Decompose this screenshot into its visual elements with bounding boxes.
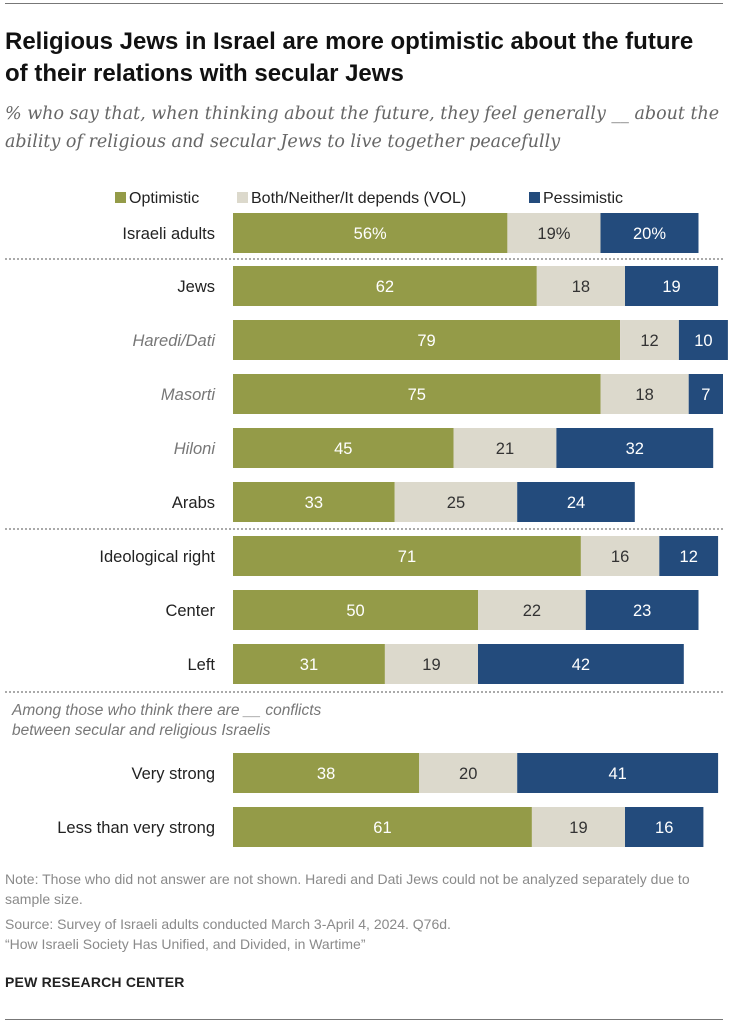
- legend-optimistic-swatch: [115, 192, 126, 203]
- bar-segment-optimistic: [233, 213, 508, 253]
- legend-both-neither-swatch: [237, 192, 248, 203]
- bar-segment-optimistic: [233, 644, 385, 684]
- bar-segment-optimistic: [233, 266, 537, 306]
- bar-segment-pessimistic: [517, 482, 635, 522]
- bar-segment-optimistic: [233, 374, 601, 414]
- bar-segment-pessimistic: [678, 320, 728, 360]
- bar-value-label: 56%: [354, 225, 387, 243]
- stacked-bar-chart: Optimistic Both/Neither/It depends (VOL) P…: [5, 190, 728, 847]
- bar-value-label: 24: [567, 494, 585, 512]
- bar-segment-both-neither: [580, 536, 660, 576]
- group-note-line: Among those who think there are __ confl…: [11, 702, 322, 719]
- bar-segment-both-neither: [453, 428, 557, 468]
- bar-value-label: 38: [317, 765, 335, 783]
- bar-segment-optimistic: [233, 536, 581, 576]
- bar-value-label: 16: [655, 819, 673, 837]
- bar-value-label: 19: [422, 656, 440, 674]
- chart-subtitle: % who say that, when thinking about the …: [5, 104, 720, 152]
- bar-value-label: 12: [680, 548, 698, 566]
- bar-segment-optimistic: [233, 807, 532, 847]
- row-label: Left: [187, 656, 215, 674]
- chart-note: Note: Those who did not answer are not s…: [5, 871, 690, 907]
- bar-segment-pessimistic: [556, 428, 714, 468]
- bar-value-label: 19: [569, 819, 587, 837]
- bar-segment-pessimistic: [478, 644, 684, 684]
- bar-value-label: 16: [611, 548, 629, 566]
- bar-segment-optimistic: [233, 320, 621, 360]
- bar-value-label: 10: [694, 332, 712, 350]
- bar-value-label: 20: [459, 765, 477, 783]
- bar-value-label: 25: [447, 494, 465, 512]
- bar-segment-both-neither: [478, 590, 586, 630]
- bar-segment-pessimistic: [585, 590, 699, 630]
- row-label: Haredi/Dati: [132, 332, 216, 350]
- organization-name: PEW RESEARCH CENTER: [5, 974, 185, 990]
- legend-pessimistic-swatch: [529, 192, 540, 203]
- legend-pessimistic-label: Pessimistic: [543, 190, 623, 207]
- group-note-line: between secular and religious Israelis: [12, 722, 271, 739]
- legend-optimistic-label: Optimistic: [129, 190, 199, 207]
- bar-segment-both-neither: [419, 753, 518, 793]
- bar-value-label: 31: [300, 656, 318, 674]
- legend-both-neither-label: Both/Neither/It depends (VOL): [251, 190, 466, 207]
- bar-value-label: 19: [662, 278, 680, 296]
- bar-value-label: 41: [608, 765, 626, 783]
- bar-segment-optimistic: [233, 428, 454, 468]
- bar-segment-both-neither: [620, 320, 679, 360]
- bar-value-label: 20%: [633, 225, 666, 243]
- bar-value-label: 22: [523, 602, 541, 620]
- bar-segment-pessimistic: [625, 266, 719, 306]
- bar-segment-both-neither: [531, 807, 625, 847]
- bar-segment-both-neither: [394, 482, 518, 522]
- report-title: “How Israeli Society Has Unified, and Di…: [5, 936, 366, 952]
- bar-value-label: 7: [701, 386, 710, 404]
- bar-segment-pessimistic: [600, 213, 699, 253]
- bar-value-label: 33: [305, 494, 323, 512]
- row-label: Very strong: [132, 765, 215, 783]
- bar-segment-pessimistic: [688, 374, 723, 414]
- chart-source: Source: Survey of Israeli adults conduct…: [5, 916, 451, 932]
- bar-segment-optimistic: [233, 590, 478, 630]
- bar-value-label: 32: [626, 440, 644, 458]
- bar-value-label: 19%: [537, 225, 570, 243]
- top-rule: [5, 3, 723, 4]
- bar-value-label: 23: [633, 602, 651, 620]
- bar-value-label: 45: [334, 440, 352, 458]
- bar-value-label: 61: [373, 819, 391, 837]
- bar-segment-both-neither: [384, 644, 478, 684]
- bar-value-label: 42: [572, 656, 590, 674]
- bar-value-label: 79: [417, 332, 435, 350]
- bar-value-label: 75: [408, 386, 426, 404]
- row-label: Jews: [177, 278, 215, 296]
- bar-segment-optimistic: [233, 482, 395, 522]
- bar-segment-both-neither: [507, 213, 601, 253]
- bar-segment-both-neither: [600, 374, 689, 414]
- row-label: Arabs: [172, 494, 215, 512]
- bar-value-label: 18: [572, 278, 590, 296]
- bar-value-label: 12: [640, 332, 658, 350]
- row-label: Ideological right: [99, 548, 215, 566]
- bar-segment-both-neither: [536, 266, 625, 306]
- bar-value-label: 21: [496, 440, 514, 458]
- row-label: Hiloni: [174, 440, 217, 458]
- bar-value-label: 62: [376, 278, 394, 296]
- bar-value-label: 71: [398, 548, 416, 566]
- row-label: Masorti: [161, 386, 216, 404]
- row-label: Center: [165, 602, 215, 620]
- bar-segment-optimistic: [233, 753, 420, 793]
- bar-value-label: 50: [346, 602, 364, 620]
- row-label: Israeli adults: [122, 225, 215, 243]
- bottom-rule: [5, 1019, 723, 1020]
- bar-segment-pessimistic: [625, 807, 704, 847]
- bar-value-label: 18: [635, 386, 653, 404]
- row-label: Less than very strong: [57, 819, 215, 837]
- bar-segment-pessimistic: [659, 536, 719, 576]
- chart-title: Religious Jews in Israel are more optimi…: [5, 28, 694, 87]
- bar-segment-pessimistic: [517, 753, 719, 793]
